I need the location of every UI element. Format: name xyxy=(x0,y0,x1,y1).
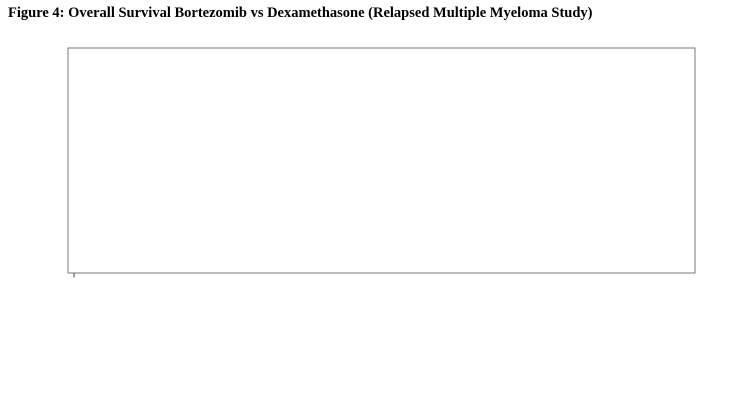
figure-title: Figure 4: Overall Survival Bortezomib vs… xyxy=(8,5,593,21)
plot-box xyxy=(67,47,696,274)
